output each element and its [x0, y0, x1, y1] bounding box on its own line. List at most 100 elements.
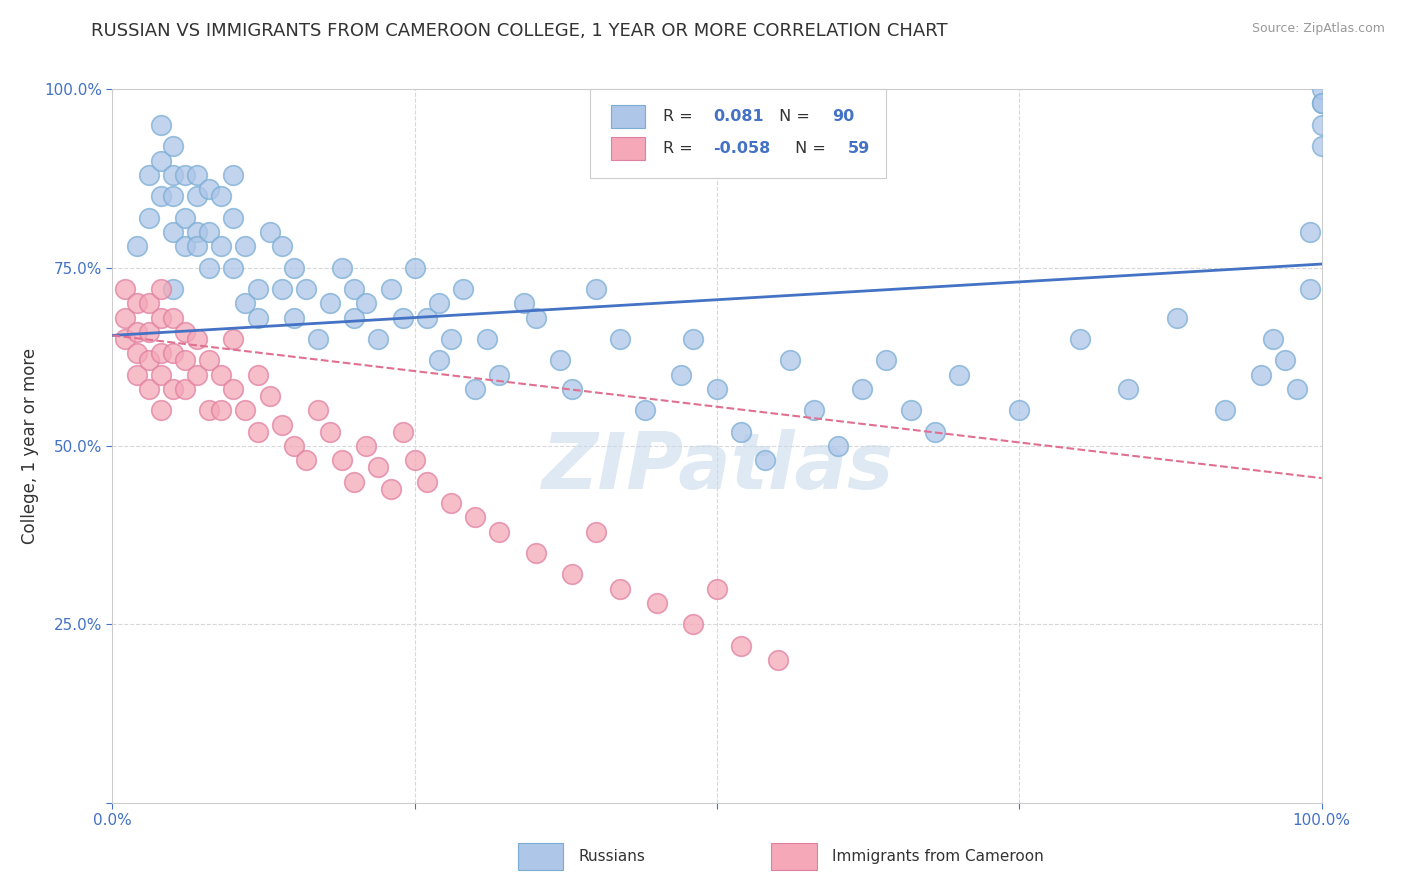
Point [548, 353, 571, 368]
Point [1298, 282, 1320, 296]
Point [283, 310, 305, 325]
Point [295, 282, 318, 296]
Point [222, 211, 245, 225]
Point [367, 332, 389, 346]
Point [803, 403, 825, 417]
Point [330, 453, 353, 467]
Point [1310, 96, 1333, 111]
Point [779, 353, 801, 368]
Point [186, 168, 208, 182]
Point [162, 168, 184, 182]
Point [464, 510, 486, 524]
Point [162, 282, 184, 296]
Point [730, 425, 752, 439]
Point [585, 524, 607, 539]
Point [416, 310, 439, 325]
Point [162, 139, 184, 153]
Point [1310, 118, 1333, 132]
Point [307, 332, 329, 346]
Text: 90: 90 [832, 109, 855, 124]
Point [270, 417, 292, 432]
Point [186, 189, 208, 203]
Text: R =: R = [662, 141, 697, 156]
Point [149, 403, 172, 417]
Point [1274, 353, 1296, 368]
Point [114, 282, 136, 296]
Point [356, 439, 378, 453]
Text: R =: R = [662, 109, 697, 124]
Point [149, 368, 172, 382]
Point [209, 403, 232, 417]
Point [682, 332, 704, 346]
Text: ZIPatlas: ZIPatlas [541, 429, 893, 506]
Point [246, 282, 269, 296]
Point [259, 389, 281, 403]
Point [186, 332, 208, 346]
Point [1213, 403, 1236, 417]
Point [125, 368, 148, 382]
Point [295, 453, 318, 467]
Point [669, 368, 692, 382]
Point [138, 325, 160, 339]
Point [138, 382, 160, 396]
Point [524, 546, 547, 560]
Point [343, 282, 366, 296]
Point [174, 211, 197, 225]
Point [125, 346, 148, 360]
Point [948, 368, 970, 382]
Point [186, 239, 208, 253]
Point [924, 425, 946, 439]
Point [246, 310, 269, 325]
Point [1298, 225, 1320, 239]
Point [283, 260, 305, 275]
Text: N =: N = [773, 109, 815, 124]
Point [174, 168, 197, 182]
Point [609, 582, 631, 596]
Point [198, 403, 221, 417]
Point [343, 310, 366, 325]
Point [404, 260, 426, 275]
Point [222, 168, 245, 182]
Point [186, 368, 208, 382]
Point [222, 260, 245, 275]
Point [270, 282, 292, 296]
Point [585, 282, 607, 296]
Point [222, 332, 245, 346]
Point [827, 439, 849, 453]
Point [319, 425, 342, 439]
Point [209, 368, 232, 382]
Point [1310, 139, 1333, 153]
Point [235, 296, 257, 310]
Point [524, 310, 547, 325]
Point [246, 368, 269, 382]
Point [356, 296, 378, 310]
Point [209, 189, 232, 203]
Point [307, 403, 329, 417]
Point [209, 239, 232, 253]
Point [138, 168, 160, 182]
Point [162, 310, 184, 325]
Point [162, 382, 184, 396]
Point [1069, 332, 1091, 346]
Point [851, 382, 873, 396]
Text: -0.058: -0.058 [713, 141, 770, 156]
Point [875, 353, 897, 368]
Point [235, 403, 257, 417]
Point [198, 225, 221, 239]
Point [645, 596, 668, 610]
Point [270, 239, 292, 253]
Point [149, 310, 172, 325]
Point [259, 225, 281, 239]
FancyBboxPatch shape [772, 843, 817, 870]
Point [174, 239, 197, 253]
Point [138, 211, 160, 225]
Point [149, 189, 172, 203]
FancyBboxPatch shape [517, 843, 564, 870]
Point [138, 296, 160, 310]
Point [488, 524, 510, 539]
Point [222, 382, 245, 396]
Text: N =: N = [790, 141, 831, 156]
Text: RUSSIAN VS IMMIGRANTS FROM CAMEROON COLLEGE, 1 YEAR OR MORE CORRELATION CHART: RUSSIAN VS IMMIGRANTS FROM CAMEROON COLL… [91, 22, 948, 40]
Point [561, 567, 583, 582]
Point [440, 332, 463, 346]
